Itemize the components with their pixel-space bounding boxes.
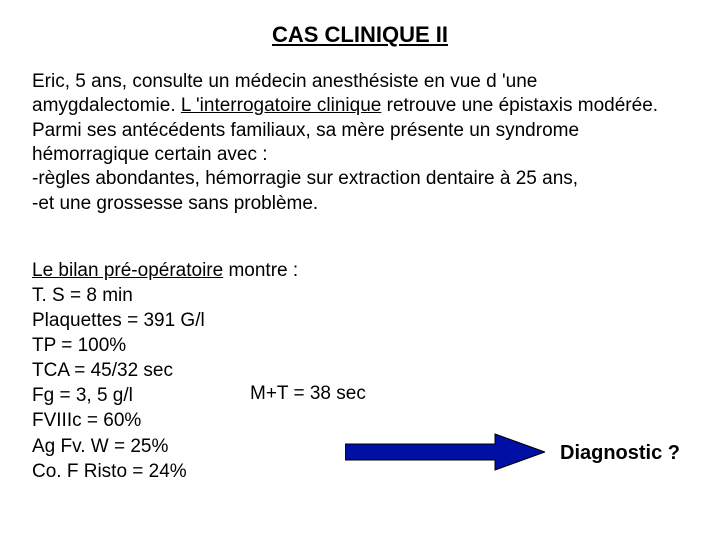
intro-line2: -règles abondantes, hémorragie sur extra… [32, 168, 578, 189]
bilan-cof: Co. F Risto = 24% [32, 461, 187, 482]
slide-title: CAS CLINIQUE II [0, 22, 720, 48]
intro-line3: -et une grossesse sans problème. [32, 193, 318, 214]
bilan-block: Le bilan pré-opératoire montre : T. S = … [32, 258, 382, 484]
bilan-fg: Fg = 3, 5 g/l [32, 385, 133, 406]
bilan-ts: T. S = 8 min [32, 285, 133, 306]
bilan-tca: TCA = 45/32 sec [32, 360, 173, 381]
bilan-plaq: Plaquettes = 391 G/l [32, 310, 205, 331]
diagnostic-label: Diagnostic ? [560, 442, 680, 465]
intro-seg2-underline: L 'interrogatoire clinique [181, 95, 381, 116]
bilan-tp: TP = 100% [32, 335, 126, 356]
bilan-header-underline: Le bilan pré-opératoire [32, 260, 223, 281]
bilan-agfvw: Ag Fv. W = 25% [32, 436, 168, 457]
bilan-mt: M+T = 38 sec [250, 383, 366, 405]
bilan-fviii: FVIIIc = 60% [32, 410, 141, 431]
arrow-icon [345, 432, 545, 472]
arrow-shape [345, 434, 545, 470]
bilan-header-rest: montre : [223, 260, 298, 281]
intro-paragraph: Eric, 5 ans, consulte un médecin anesthé… [32, 70, 682, 216]
